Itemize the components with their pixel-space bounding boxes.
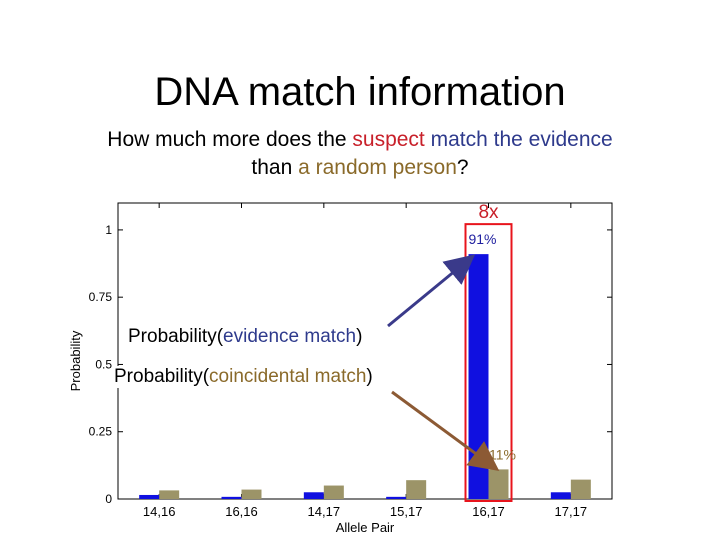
bar-series-1 <box>221 496 242 499</box>
subtitle-text-2: than <box>251 156 299 179</box>
subtitle-question-mark: ? <box>456 156 469 179</box>
subtitle-suspect: suspect <box>352 128 425 151</box>
y-tick-label: 0.25 <box>89 425 113 439</box>
slide-title: DNA match information <box>154 70 566 114</box>
evidence-match-annotation: Probability(evidence match) <box>128 326 363 348</box>
bar-series-1 <box>303 492 324 499</box>
subtitle-text-1: How much more does the <box>107 128 353 151</box>
highlight-box <box>464 223 513 503</box>
bar-series-2 <box>159 490 180 499</box>
coincidental-suffix: ) <box>366 366 373 387</box>
x-tick-label: 14,17 <box>308 504 341 519</box>
x-tick-label: 16,17 <box>472 504 505 519</box>
bar-series-1 <box>550 492 571 499</box>
x-tick-label: 14,16 <box>143 504 176 519</box>
evidence-prefix: Probability( <box>128 326 224 347</box>
evidence-arrow <box>387 254 476 328</box>
bar-series-2 <box>241 489 262 499</box>
bar-series-2 <box>488 469 509 499</box>
x-tick-label: 17,17 <box>555 504 588 519</box>
y-tick-label: 1 <box>105 223 112 237</box>
y-tick-label: 0.5 <box>95 357 112 371</box>
bar-series-2 <box>323 485 344 499</box>
coincidental-prefix: Probability( <box>114 366 210 387</box>
coincidental-arrow <box>391 390 500 471</box>
y-axis-title: Probability <box>68 330 83 391</box>
slide-subtitle: How much more does the suspect match the… <box>40 126 680 182</box>
evidence-suffix: ) <box>356 326 363 347</box>
data-label: 11% <box>489 446 516 462</box>
coincidental-term: coincidental match <box>209 366 367 387</box>
evidence-term: evidence match <box>223 326 357 347</box>
y-tick-label: 0 <box>105 492 112 506</box>
ratio-label: 8x <box>478 202 499 223</box>
y-tick-label: 0.75 <box>89 290 113 304</box>
coincidental-match-annotation: Probability(coincidental match) <box>114 366 373 388</box>
subtitle-match-evidence: match the evidence <box>424 128 613 151</box>
bar-series-1 <box>386 496 407 499</box>
bar-series-2 <box>570 479 591 499</box>
x-tick-label: 16,16 <box>225 504 258 519</box>
plot-frame <box>117 202 613 500</box>
data-label: 91% <box>468 231 496 247</box>
x-tick-label: 15,17 <box>390 504 423 519</box>
bar-series-1 <box>468 254 489 499</box>
subtitle-random-person: a random person <box>298 156 457 179</box>
bar-series-2 <box>406 480 427 499</box>
x-axis-title: Allele Pair <box>336 520 395 535</box>
bar-series-1 <box>139 494 160 499</box>
